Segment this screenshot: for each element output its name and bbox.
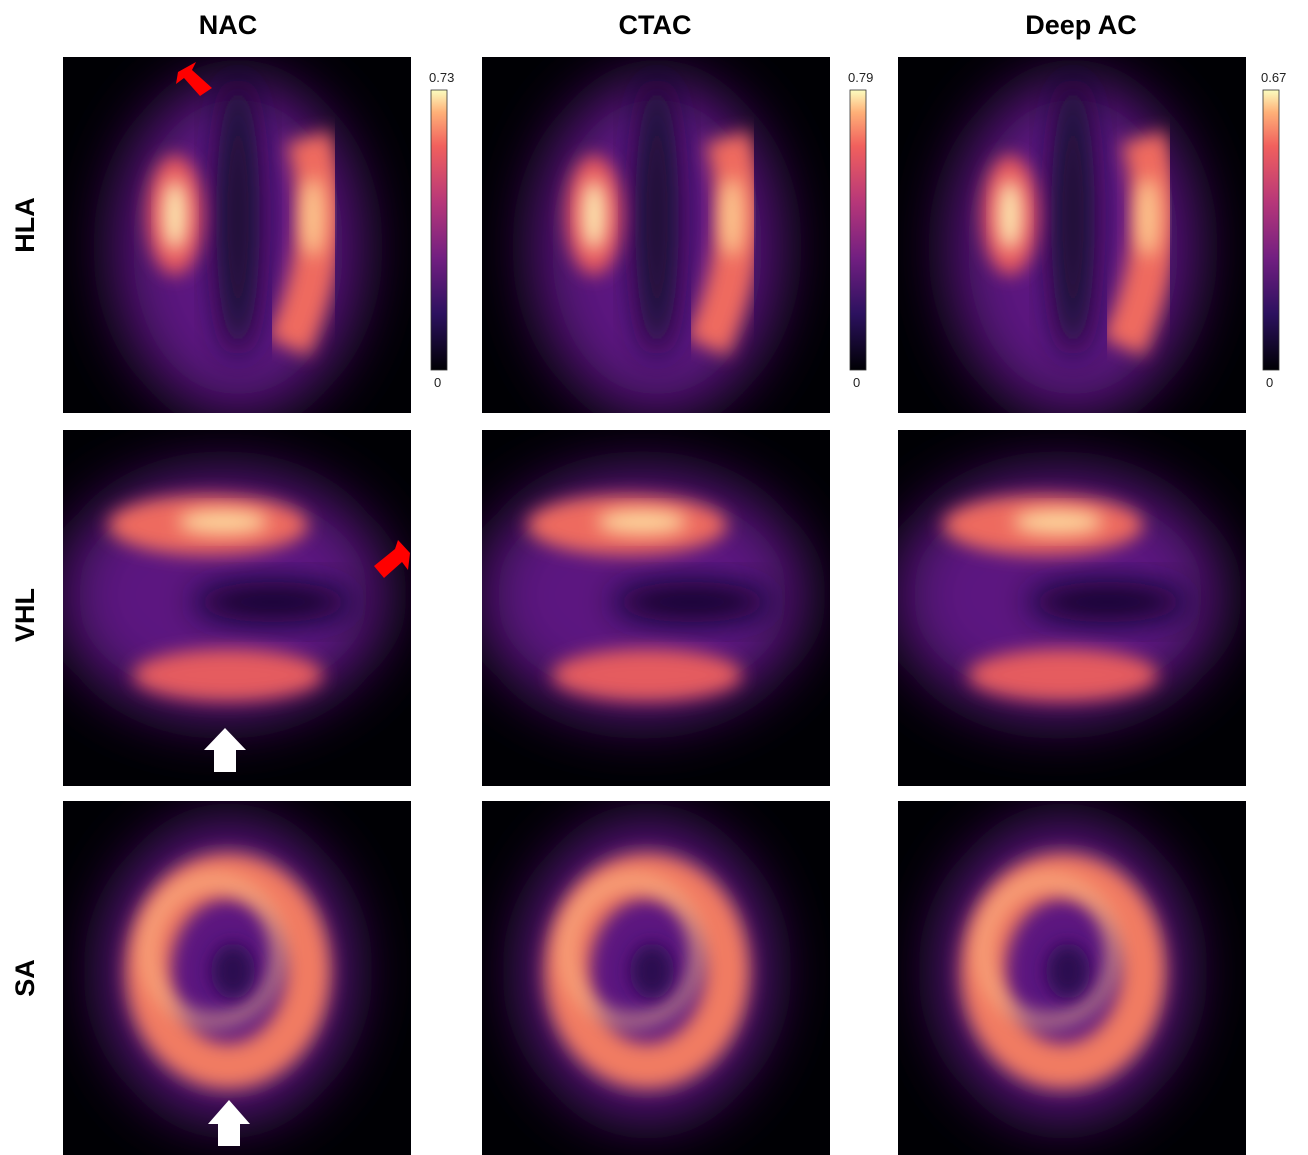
blob [133, 649, 323, 701]
image-panel [63, 57, 411, 417]
colorbar [850, 90, 866, 370]
blob [597, 510, 687, 534]
blob [968, 649, 1158, 701]
image-panel [58, 430, 411, 786]
blob [1028, 582, 1188, 622]
blob [582, 180, 606, 250]
column-title: NAC [199, 10, 258, 40]
colorbar-max-label: 0.67 [1261, 70, 1286, 85]
blob [178, 510, 268, 534]
row-label: VHL [10, 588, 40, 642]
colorbar [1263, 90, 1279, 370]
colorbar-min-label: 0 [1266, 375, 1273, 390]
blob [612, 582, 772, 622]
figure: NAC 0.73 0 CTAC 0.79 0 Deep AC 0.67 0 HLA VHL SA [0, 0, 1308, 1155]
colorbar-min-label: 0 [853, 375, 860, 390]
image-panel [63, 801, 411, 1155]
panels [58, 57, 1246, 1155]
blob [211, 943, 255, 999]
image-panel [898, 57, 1246, 417]
colorbar-max-label: 0.73 [429, 70, 454, 85]
blob [1013, 510, 1103, 534]
blob [1136, 177, 1160, 257]
image-panel [893, 430, 1246, 786]
blob [998, 180, 1022, 250]
column-title: CTAC [619, 10, 692, 40]
image-panel [482, 57, 830, 417]
blob [193, 582, 353, 622]
blob [1046, 943, 1090, 999]
colorbar-min-label: 0 [434, 375, 441, 390]
column-title: Deep AC [1025, 10, 1137, 40]
blob [301, 177, 325, 257]
blob [720, 177, 744, 257]
blob [552, 649, 742, 701]
image-panel [898, 801, 1246, 1155]
row-label: HLA [10, 197, 40, 253]
image-panel [482, 801, 830, 1155]
blob [1051, 77, 1095, 357]
blob [163, 180, 187, 250]
blob [630, 943, 674, 999]
colorbar [431, 90, 447, 370]
blob [216, 77, 260, 357]
row-label: SA [10, 959, 40, 997]
blob [635, 77, 679, 357]
image-panel [477, 430, 830, 786]
colorbar-max-label: 0.79 [848, 70, 873, 85]
